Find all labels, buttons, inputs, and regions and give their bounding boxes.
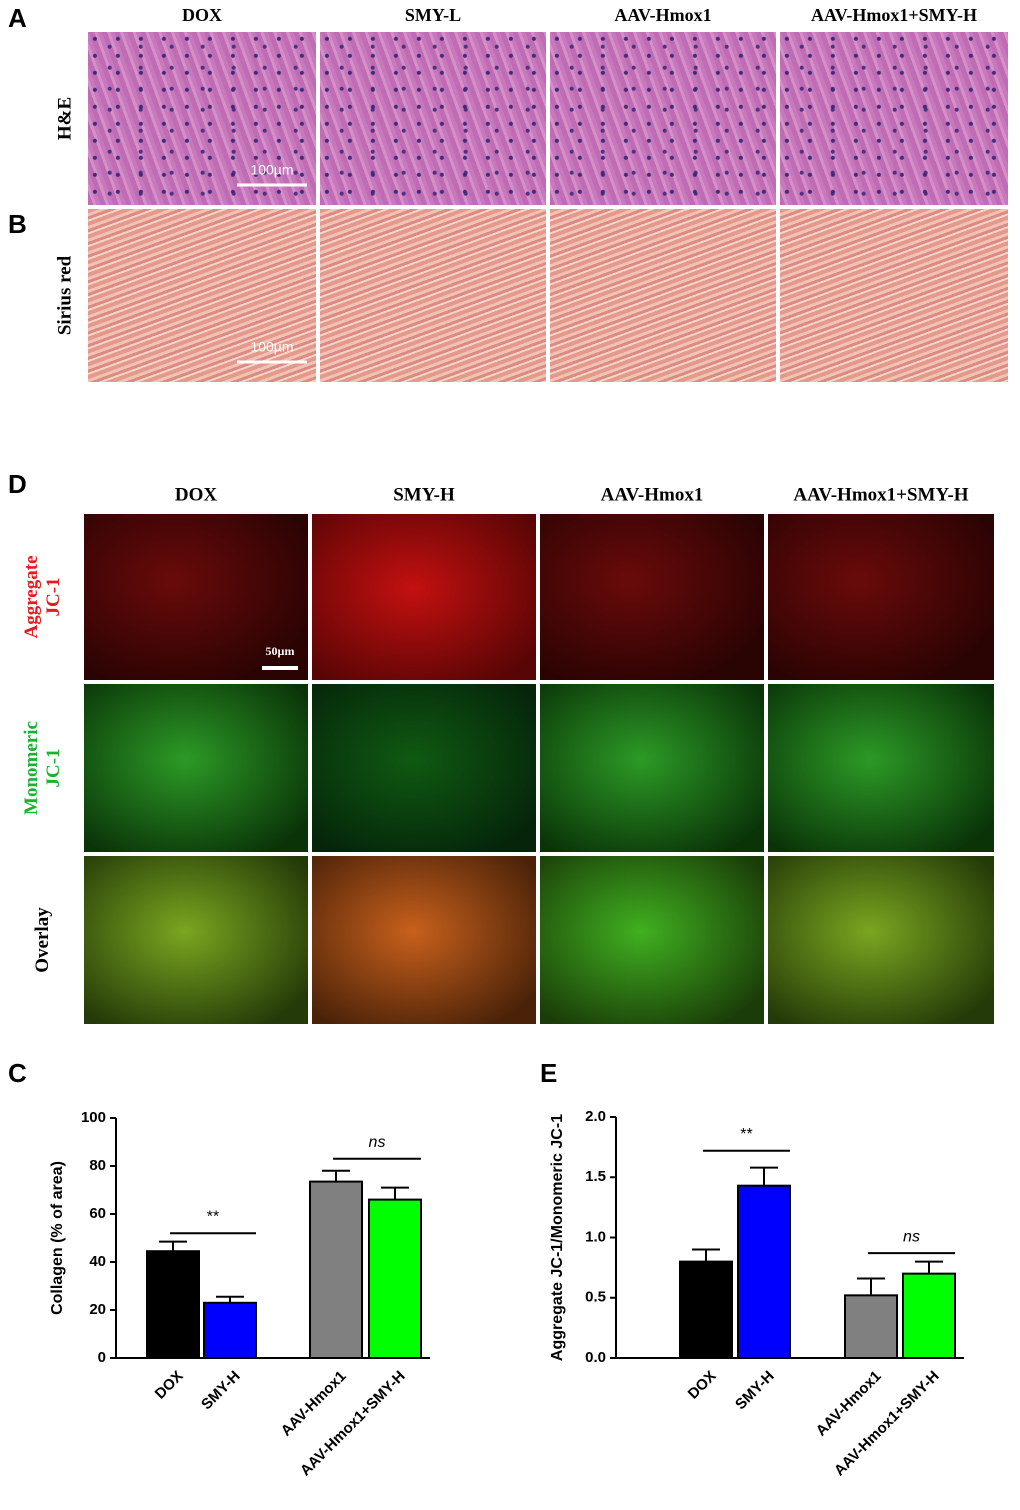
significance-label: ns	[903, 1228, 920, 1245]
row-label: MonomericJC-1	[21, 721, 64, 815]
micrograph	[550, 32, 776, 205]
micrograph	[768, 856, 994, 1024]
bar	[368, 1198, 422, 1359]
bar	[679, 1260, 733, 1359]
bar	[737, 1184, 791, 1360]
column-header: AAV-Hmox1	[614, 5, 711, 25]
micrograph	[550, 209, 776, 382]
y-axis-label: Collagen (% of area)	[49, 1161, 66, 1315]
micrograph	[540, 684, 764, 852]
scale-bar-label: 100µm	[250, 339, 293, 355]
column-header: DOX	[175, 484, 218, 505]
micrograph	[540, 514, 764, 680]
micrograph	[768, 684, 994, 852]
y-tick-label: 0.0	[585, 1349, 606, 1366]
panel-label: C	[8, 1058, 27, 1088]
micrograph	[320, 32, 546, 205]
significance-label: **	[740, 1126, 752, 1143]
micrograph	[84, 856, 308, 1024]
column-header: AAV-Hmox1+SMY-H	[811, 5, 977, 25]
row-label-line: Aggregate	[21, 555, 42, 638]
micrograph	[780, 209, 1008, 382]
bar	[203, 1301, 257, 1360]
micrograph	[540, 856, 764, 1024]
row-label: H&E	[54, 97, 75, 140]
row-label-line: JC-1	[43, 577, 64, 616]
y-tick-label: 0.5	[585, 1289, 606, 1306]
column-header: SMY-L	[405, 5, 461, 25]
bar	[146, 1250, 200, 1359]
micrograph	[88, 32, 316, 205]
row-label-line: Overlay	[32, 907, 53, 973]
y-tick-label: 20	[89, 1301, 106, 1318]
scale-bar-label: 50µm	[266, 644, 295, 658]
micrograph	[88, 209, 316, 382]
micrograph	[84, 514, 308, 680]
x-tick-label: SMY-H	[198, 1368, 244, 1414]
scale-bar-label: 100µm	[250, 162, 293, 178]
micrograph	[312, 514, 536, 680]
micrograph	[312, 856, 536, 1024]
y-tick-label: 100	[81, 1109, 106, 1126]
y-axis-label: Aggregate JC-1/Monomeric JC-1	[549, 1114, 566, 1361]
significance-label: **	[207, 1208, 219, 1225]
micrograph	[84, 684, 308, 852]
micrograph	[312, 684, 536, 852]
x-tick-label: AAV-Hmox1+SMY-H	[831, 1368, 943, 1480]
y-tick-label: 40	[89, 1253, 106, 1270]
x-tick-label: SMY-H	[732, 1368, 778, 1414]
y-tick-label: 0	[98, 1349, 106, 1366]
column-header: SMY-H	[393, 484, 455, 505]
micrograph	[320, 209, 546, 382]
row-label-line: JC-1	[43, 748, 64, 787]
bar	[902, 1272, 956, 1360]
bar	[844, 1294, 898, 1359]
x-tick-label: DOX	[152, 1368, 187, 1403]
y-tick-label: 80	[89, 1157, 106, 1174]
significance-label: ns	[369, 1134, 386, 1151]
row-label: Overlay	[32, 907, 53, 973]
column-header: AAV-Hmox1+SMY-H	[793, 484, 968, 505]
x-tick-label: AAV-Hmox1+SMY-H	[297, 1368, 409, 1480]
panel-label: D	[8, 469, 27, 499]
row-label: Sirius red	[54, 255, 75, 335]
row-label: AggregateJC-1	[21, 555, 64, 638]
panel-label: B	[8, 209, 27, 239]
micrograph	[780, 32, 1008, 205]
y-tick-label: 1.5	[585, 1168, 606, 1185]
column-header: DOX	[182, 5, 222, 25]
y-tick-label: 60	[89, 1205, 106, 1222]
y-tick-label: 1.0	[585, 1228, 606, 1245]
y-tick-label: 2.0	[585, 1108, 606, 1125]
row-label-line: Monomeric	[21, 721, 42, 815]
x-tick-label: DOX	[685, 1368, 720, 1403]
column-header: AAV-Hmox1	[601, 484, 704, 505]
panel-label: E	[540, 1058, 557, 1088]
panel-label: A	[8, 3, 27, 33]
bar	[309, 1180, 363, 1359]
micrograph	[768, 514, 994, 680]
